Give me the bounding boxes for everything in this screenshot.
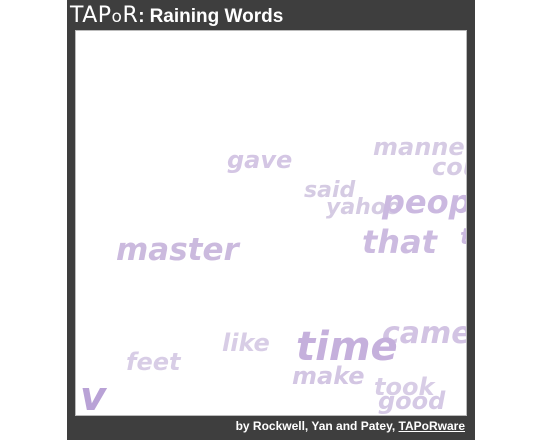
falling-word: t: [460, 227, 466, 249]
title-separator: :: [138, 6, 145, 27]
credits: by Rockwell, Yan and Patey, TAPoRware: [236, 419, 465, 433]
credit-text: by Rockwell, Yan and Patey,: [235, 419, 399, 433]
falling-word: gave: [227, 146, 293, 174]
falling-word: make: [292, 362, 365, 390]
tapor-logo: TAPoR: [70, 3, 139, 28]
falling-word: good: [378, 387, 446, 415]
falling-word: said: [304, 178, 356, 203]
falling-word: took: [374, 373, 435, 401]
falling-word: v: [80, 374, 107, 416]
falling-word: yahoo: [326, 195, 402, 220]
falling-word: time: [296, 324, 398, 370]
app-title: TAPoR: Raining Words: [70, 3, 283, 29]
falling-word: like: [222, 329, 270, 357]
falling-word: cou: [432, 153, 466, 181]
falling-word: feet: [126, 348, 181, 376]
falling-word: came: [382, 316, 467, 351]
taporware-link[interactable]: TAPoRware: [398, 419, 465, 433]
falling-word: master: [116, 232, 239, 268]
falling-word: manne: [373, 133, 465, 161]
falling-word: peop: [382, 183, 467, 221]
page-title: Raining Words: [149, 6, 284, 27]
applet-frame: TAPoR:Raining Words gave manne cou said …: [67, 0, 475, 440]
falling-word: that: [362, 223, 437, 261]
word-rain-canvas[interactable]: gave manne cou said yahoo peop master th…: [75, 30, 467, 416]
